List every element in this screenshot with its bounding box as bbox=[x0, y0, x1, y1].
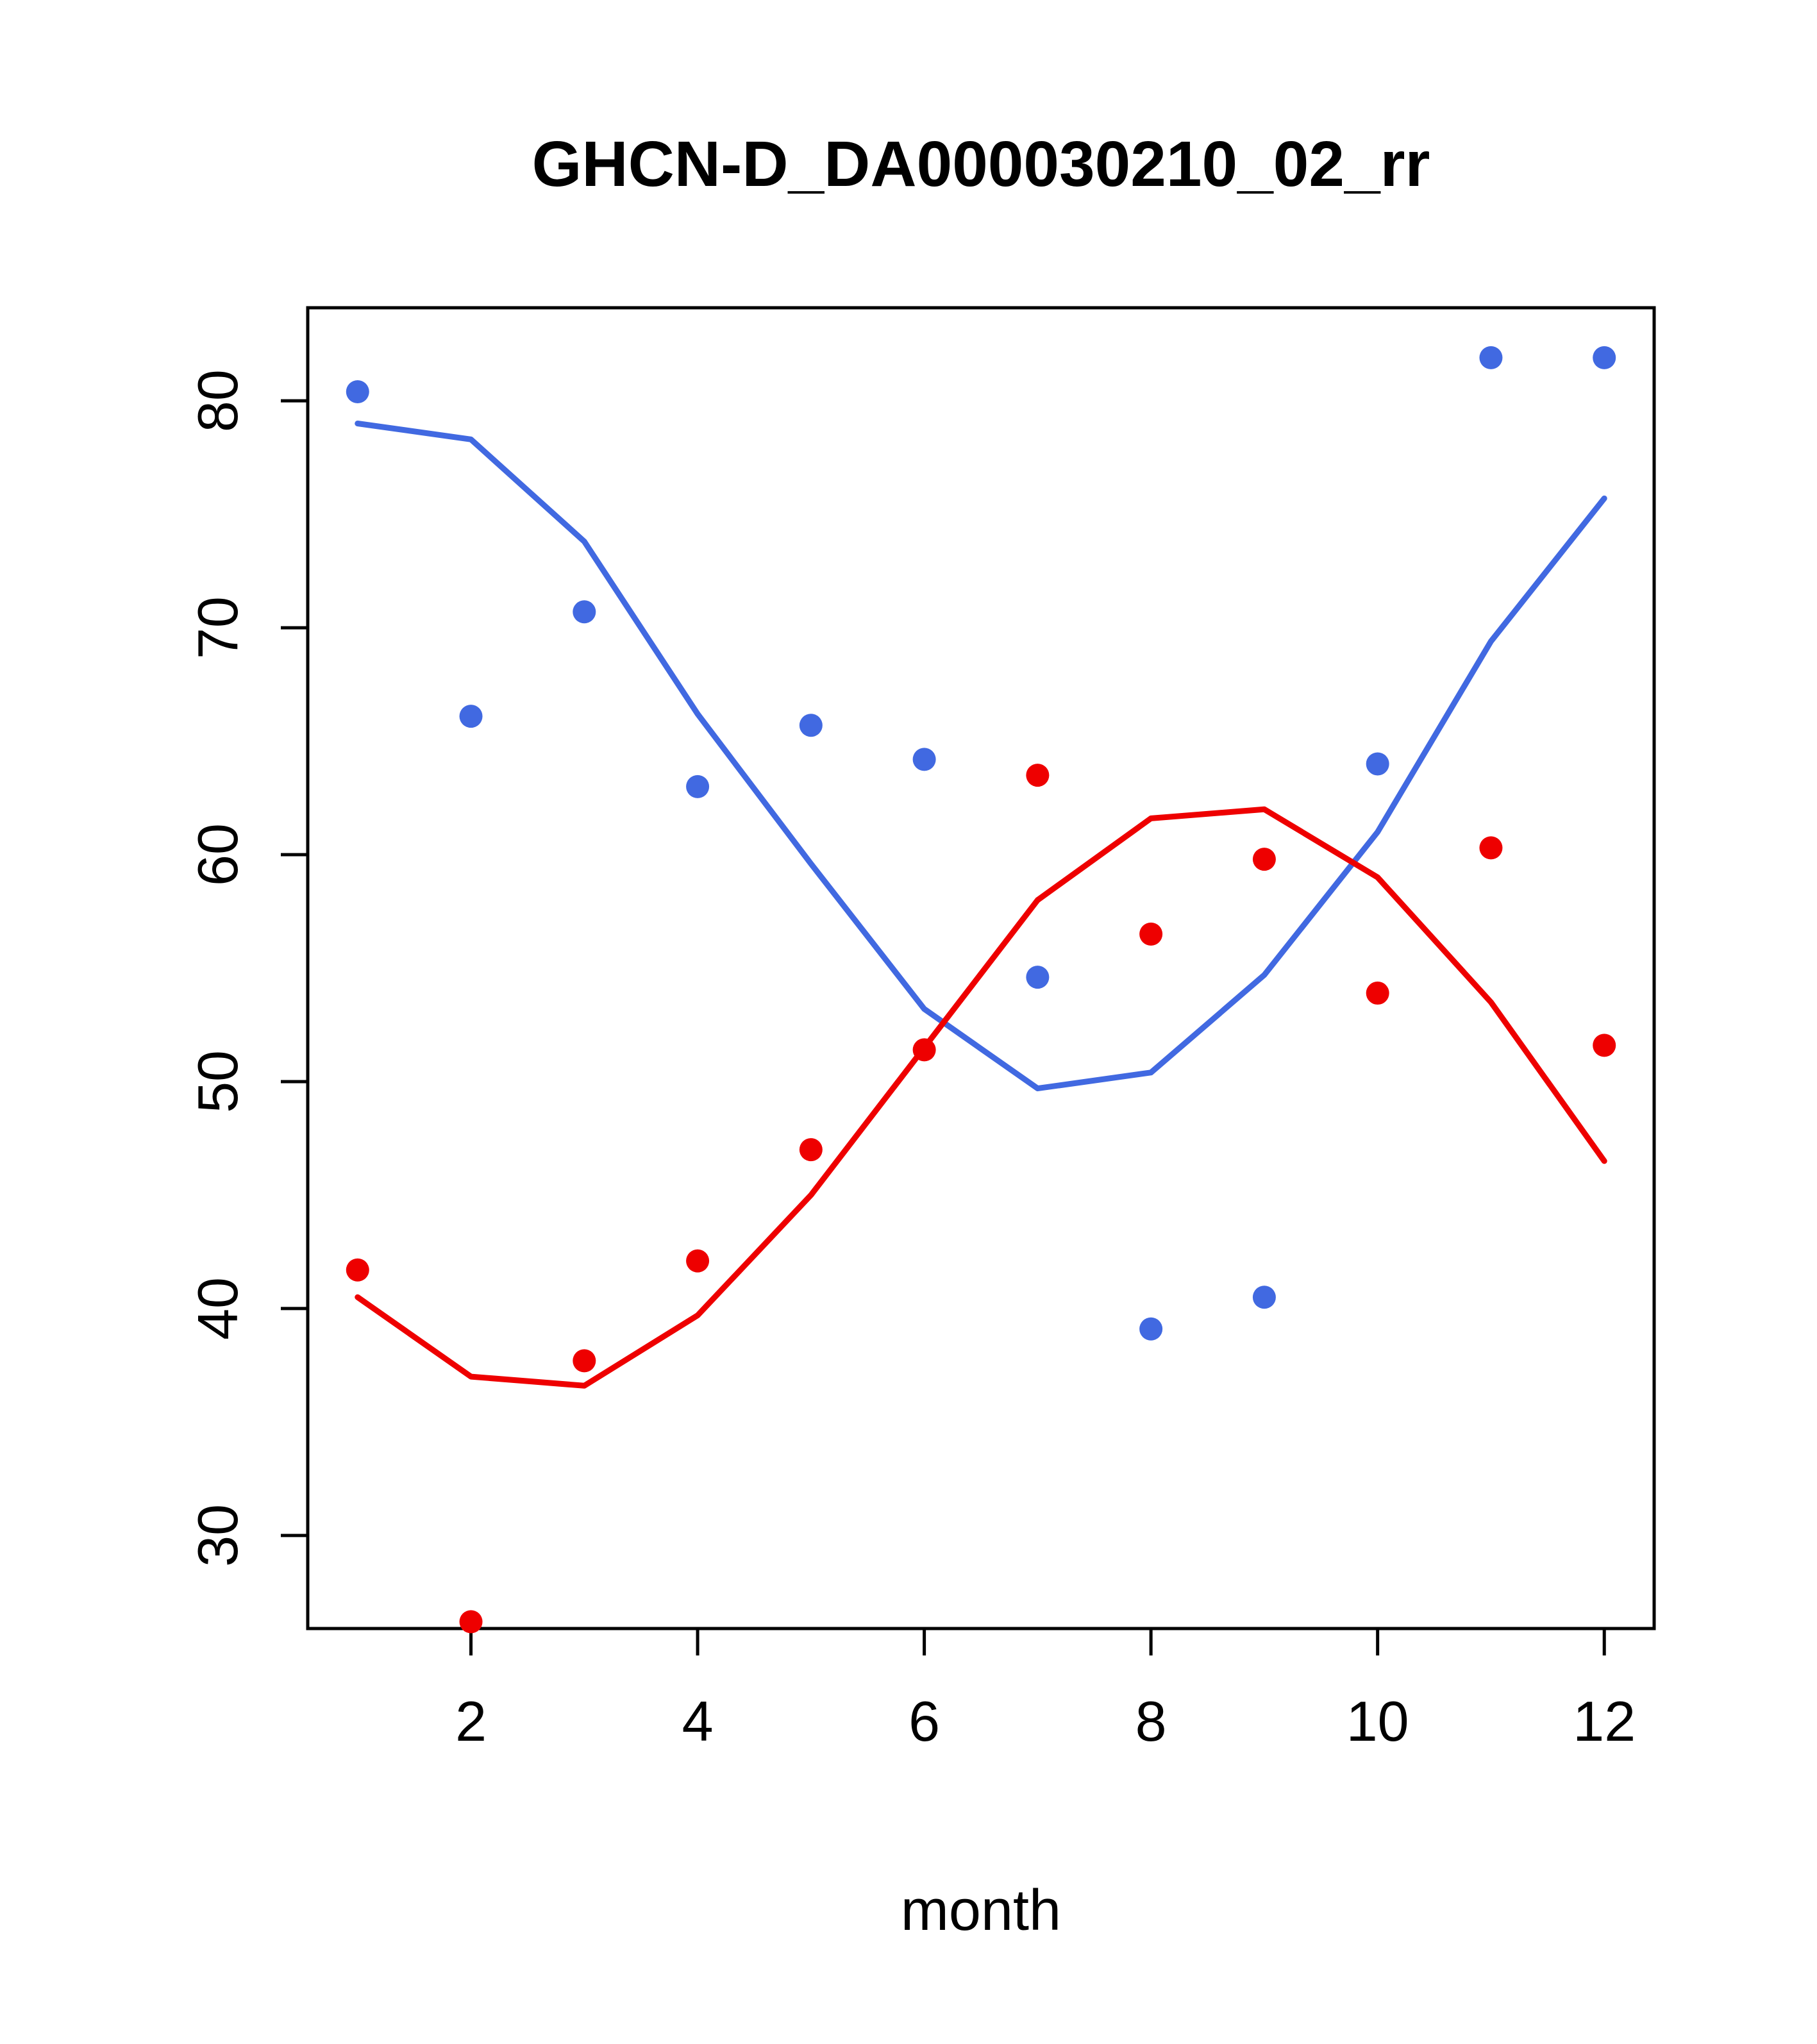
red-points-dot bbox=[1366, 981, 1389, 1005]
blue-points-dot bbox=[1479, 346, 1503, 369]
blue-points-dot bbox=[1139, 1317, 1163, 1341]
y-tick-label: 70 bbox=[186, 596, 249, 659]
blue-points-dot bbox=[686, 775, 710, 798]
red-points-dot bbox=[1593, 1034, 1616, 1057]
red-points-dot bbox=[459, 1610, 483, 1634]
chart-title: GHCN-D_DA000030210_02_rr bbox=[532, 128, 1430, 200]
red-points-dot bbox=[346, 1258, 369, 1282]
blue-points-dot bbox=[459, 705, 483, 728]
blue-points-dot bbox=[1026, 966, 1050, 989]
x-tick-label: 10 bbox=[1346, 1689, 1409, 1753]
x-tick-label: 2 bbox=[455, 1689, 487, 1753]
red-points-dot bbox=[1139, 922, 1163, 946]
blue-points-dot bbox=[1252, 1286, 1276, 1309]
y-tick-label: 60 bbox=[186, 823, 249, 886]
x-axis-label: month bbox=[901, 1879, 1061, 1943]
red-points-dot bbox=[912, 1038, 936, 1062]
plot-content: 2 4 6 8 10 12 30 40 50 60 70 80 bbox=[186, 306, 1656, 1753]
y-tick-label: 40 bbox=[186, 1277, 249, 1340]
red-points-dot bbox=[1479, 836, 1503, 860]
x-tick-label: 8 bbox=[1135, 1689, 1167, 1753]
red-trend-line bbox=[355, 806, 1607, 1389]
blue-points-dot bbox=[346, 380, 369, 403]
x-tick-label: 12 bbox=[1573, 1689, 1636, 1753]
blue-points-dot bbox=[1593, 346, 1616, 369]
x-tick-label: 6 bbox=[908, 1689, 940, 1753]
red-points-dot bbox=[573, 1349, 596, 1373]
blue-trend-line bbox=[355, 421, 1607, 1092]
red-points-dot bbox=[799, 1138, 823, 1162]
red-points-dot bbox=[686, 1249, 710, 1273]
y-tick-label: 80 bbox=[186, 369, 249, 432]
blue-points-dot bbox=[1366, 752, 1389, 776]
blue-points-dot bbox=[799, 714, 823, 737]
plot-border bbox=[306, 306, 1656, 1630]
y-tick-label: 30 bbox=[186, 1504, 249, 1567]
blue-points-dot bbox=[573, 600, 596, 624]
red-points-dot bbox=[1252, 848, 1276, 871]
red-points-dot bbox=[1026, 764, 1050, 787]
x-tick-label: 4 bbox=[682, 1689, 714, 1753]
y-tick-label: 50 bbox=[186, 1050, 249, 1113]
blue-points-dot bbox=[912, 748, 936, 771]
